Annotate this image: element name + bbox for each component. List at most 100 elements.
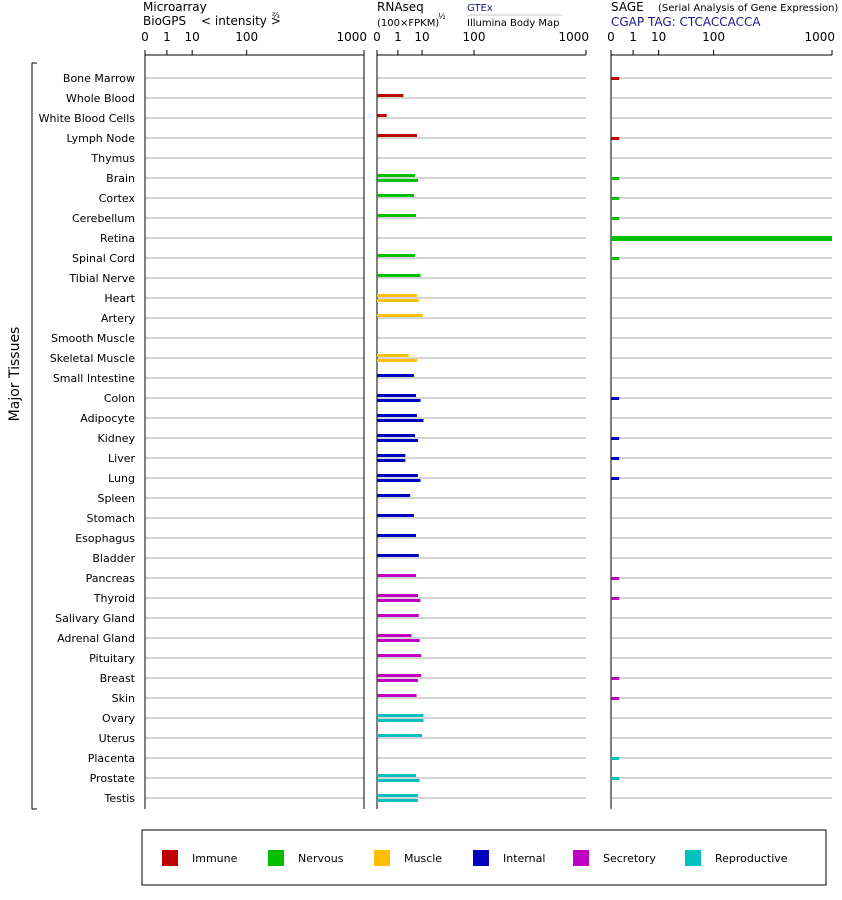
x-tick-label: 10 bbox=[651, 30, 666, 44]
bar-sage-lung bbox=[611, 477, 620, 480]
x-tick-label: 0 bbox=[373, 30, 381, 44]
tissue-label-artery: Artery bbox=[101, 312, 136, 325]
bar-gtex-adipocyte bbox=[377, 414, 417, 417]
bar-sage-retina bbox=[611, 236, 832, 241]
bar-sage-prostate bbox=[611, 777, 620, 780]
tissue-label-heart: Heart bbox=[104, 292, 135, 305]
tissue-rows: Bone Marrow Whole Blood White Blood Cells L… bbox=[39, 72, 832, 805]
bar-sage-pancreas bbox=[611, 577, 620, 580]
tissue-label-bone-marrow: Bone Marrow bbox=[63, 72, 135, 85]
major-tissues-bracket: Major Tissues bbox=[7, 62, 37, 810]
bar-gtex-ovary bbox=[377, 714, 424, 717]
tissue-label-white-blood-cells: White Blood Cells bbox=[39, 112, 136, 125]
tissue-label-smooth-muscle: Smooth Muscle bbox=[51, 332, 135, 345]
bar-gtex-adrenal-gland bbox=[377, 634, 412, 637]
tissue-label-pancreas: Pancreas bbox=[86, 572, 136, 585]
tissue-label-kidney: Kidney bbox=[97, 432, 135, 445]
bar-gtex-lung bbox=[377, 474, 418, 477]
sage-title-note: (Serial Analysis of Gene Expression) bbox=[658, 3, 838, 14]
x-tick-label: 1 bbox=[394, 30, 402, 44]
bar-gtex-artery bbox=[377, 314, 423, 317]
bar-gtex-testis bbox=[377, 794, 418, 797]
legend-label-immune: Immune bbox=[192, 852, 238, 865]
tissue-group-legend: Immune Nervous Muscle Internal Secretory Repr… bbox=[141, 829, 827, 886]
tissue-label-adrenal-gland: Adrenal Gland bbox=[57, 632, 135, 645]
tissue-label-adipocyte: Adipocyte bbox=[80, 412, 135, 425]
tissue-label-brain: Brain bbox=[106, 172, 135, 185]
bar-gtex-lymph-node bbox=[377, 134, 417, 137]
legend-label-reproductive: Reproductive bbox=[715, 852, 788, 865]
bar-gtex-tibial-nerve bbox=[377, 274, 421, 277]
bar-gtex-spinal-cord bbox=[377, 254, 415, 257]
gtex-legend-label: GTEx bbox=[467, 3, 493, 14]
bar-illumina-body-map-ovary bbox=[377, 719, 424, 722]
tissue-label-lung: Lung bbox=[108, 472, 135, 485]
tissue-label-thymus: Thymus bbox=[90, 152, 135, 165]
microarray-unit: < intensity > bbox=[201, 14, 281, 28]
bar-illumina-body-map-colon bbox=[377, 399, 421, 402]
bar-gtex-salivary-gland bbox=[377, 614, 419, 617]
x-tick-label: 100 bbox=[702, 30, 725, 44]
rnaseq-unit-exponent: ½ bbox=[438, 12, 446, 21]
bar-sage-liver bbox=[611, 457, 620, 460]
x-tick-label: 10 bbox=[185, 30, 200, 44]
bar-sage-bone-marrow bbox=[611, 77, 620, 80]
tissue-label-placenta: Placenta bbox=[88, 752, 135, 765]
tissue-label-colon: Colon bbox=[104, 392, 135, 405]
tissue-label-breast: Breast bbox=[100, 672, 136, 685]
legend-label-nervous: Nervous bbox=[298, 852, 344, 865]
tissue-label-lymph-node: Lymph Node bbox=[66, 132, 135, 145]
bar-gtex-uterus bbox=[377, 734, 423, 737]
tissue-label-tibial-nerve: Tibial Nerve bbox=[68, 272, 135, 285]
bar-gtex-kidney bbox=[377, 434, 415, 437]
bar-sage-cerebellum bbox=[611, 217, 620, 220]
rnaseq-unit: (100×FPKM) bbox=[377, 18, 439, 29]
x-tick-label: 100 bbox=[235, 30, 258, 44]
tissue-label-liver: Liver bbox=[108, 452, 135, 465]
microarray-title: Microarray bbox=[143, 0, 207, 14]
legend-label-internal: Internal bbox=[503, 852, 545, 865]
panel-axes: 0 1 10 100 1000 0 1 10 100 1000 0 1 10 100 1000 bbox=[141, 30, 835, 809]
bar-illumina-body-map-lung bbox=[377, 479, 421, 482]
x-tick-label: 1 bbox=[163, 30, 171, 44]
bar-gtex-heart bbox=[377, 294, 417, 297]
tissue-label-pituitary: Pituitary bbox=[89, 652, 135, 665]
legend-swatch-muscle bbox=[374, 850, 390, 866]
bar-illumina-body-map-skeletal-muscle bbox=[377, 359, 417, 362]
bar-sage-brain bbox=[611, 177, 620, 180]
tissue-label-stomach: Stomach bbox=[86, 512, 135, 525]
x-tick-label: 1000 bbox=[558, 30, 589, 44]
tissue-label-retina: Retina bbox=[100, 232, 135, 245]
bar-gtex-small-intestine bbox=[377, 374, 414, 377]
bar-illumina-body-map-adrenal-gland bbox=[377, 639, 420, 642]
bar-sage-kidney bbox=[611, 437, 620, 440]
bar-sage-spinal-cord bbox=[611, 257, 620, 260]
tissue-label-thyroid: Thyroid bbox=[93, 592, 135, 605]
bar-gtex-pancreas bbox=[377, 574, 417, 577]
bar-illumina-body-map-heart bbox=[377, 299, 419, 302]
tissue-label-skeletal-muscle: Skeletal Muscle bbox=[50, 352, 135, 365]
tissue-label-cortex: Cortex bbox=[99, 192, 136, 205]
bar-illumina-body-map-brain bbox=[377, 179, 418, 182]
bar-gtex-colon bbox=[377, 394, 417, 397]
tissue-label-whole-blood: Whole Blood bbox=[66, 92, 135, 105]
bar-sage-thyroid bbox=[611, 597, 620, 600]
sage-header: SAGE (Serial Analysis of Gene Expression… bbox=[611, 0, 838, 29]
bar-sage-placenta bbox=[611, 757, 620, 760]
x-tick-label: 1 bbox=[629, 30, 637, 44]
legend-swatch-secretory bbox=[573, 850, 589, 866]
bar-sage-skin bbox=[611, 697, 620, 700]
bar-gtex-skeletal-muscle bbox=[377, 354, 409, 357]
legend-swatch-reproductive bbox=[685, 850, 701, 866]
bar-gtex-whole-blood bbox=[377, 94, 404, 97]
expression-bars bbox=[377, 77, 832, 802]
x-tick-label: 10 bbox=[414, 30, 429, 44]
tissue-label-uterus: Uterus bbox=[99, 732, 136, 745]
tissue-label-bladder: Bladder bbox=[92, 552, 135, 565]
sage-title: SAGE bbox=[611, 0, 644, 14]
tissue-label-salivary-gland: Salivary Gland bbox=[55, 612, 135, 625]
bar-illumina-body-map-prostate bbox=[377, 779, 420, 782]
legend-swatch-immune bbox=[162, 850, 178, 866]
bar-sage-breast bbox=[611, 677, 620, 680]
